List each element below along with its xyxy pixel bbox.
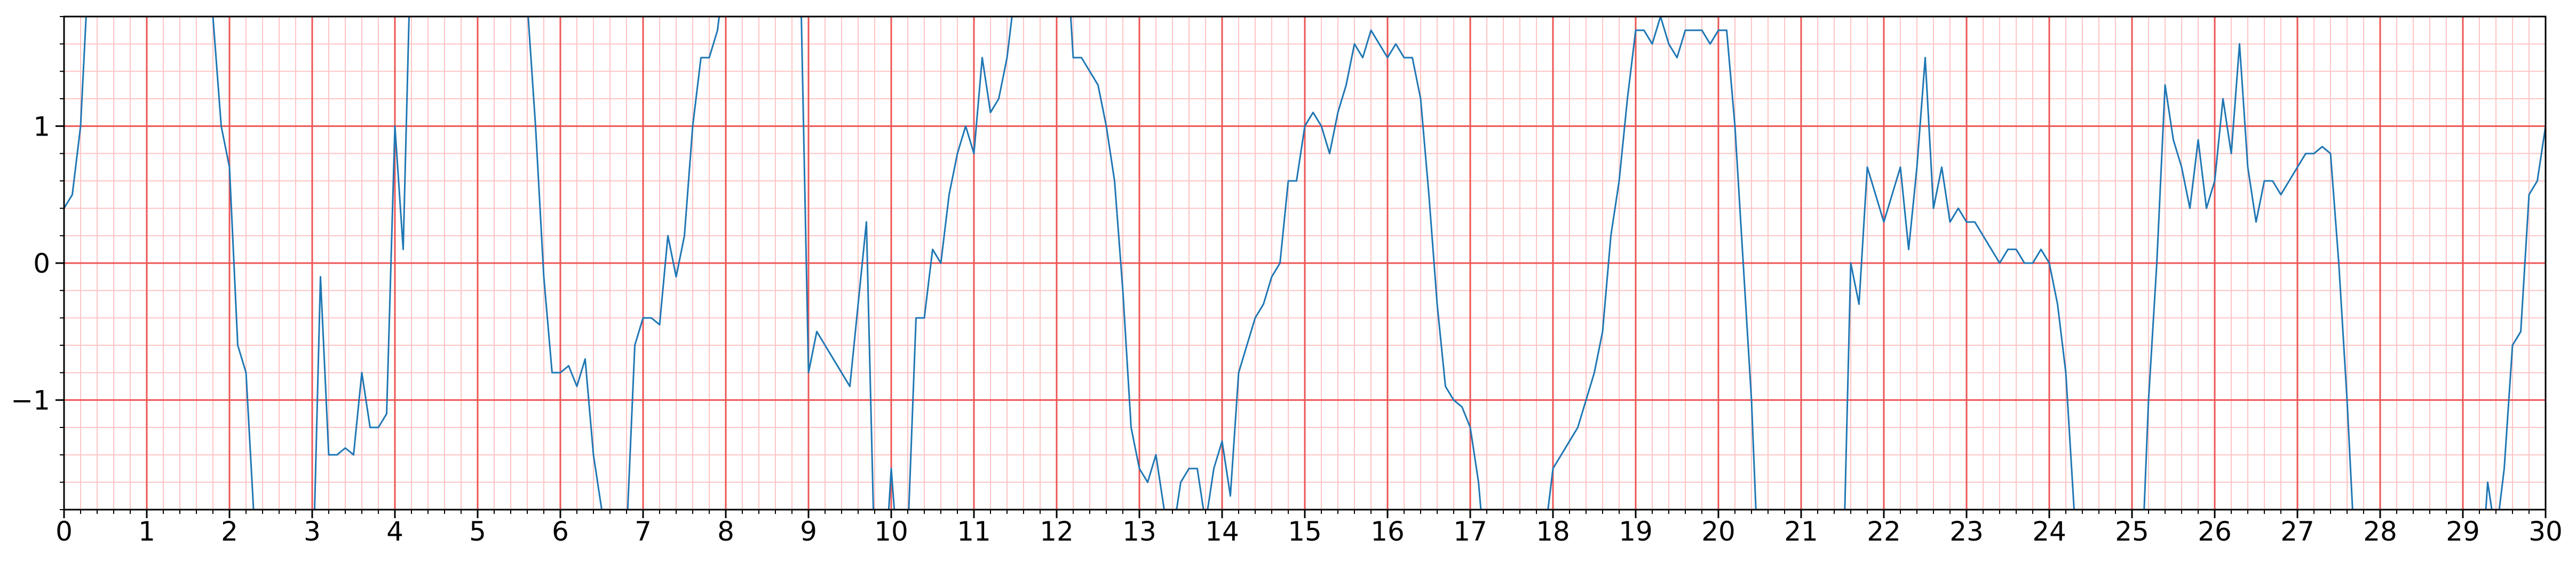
grid <box>63 16 2547 510</box>
x-tick-label: 23 <box>1949 516 1984 547</box>
x-tick-label: 4 <box>386 516 403 547</box>
x-tick-label: 3 <box>304 516 321 547</box>
x-tick-label: 17 <box>1453 516 1487 547</box>
x-tick-label: 19 <box>1619 516 1653 547</box>
x-tick-label: 21 <box>1784 516 1818 547</box>
x-tick-label: 29 <box>2446 516 2480 547</box>
x-tick-label: 15 <box>1288 516 1322 547</box>
x-tick-label: 5 <box>469 516 486 547</box>
x-tick-label: 8 <box>717 516 734 547</box>
x-tick-label: 24 <box>2032 516 2066 547</box>
x-tick-label: 27 <box>2280 516 2315 547</box>
y-tick-label: 1 <box>33 111 50 142</box>
x-tick-label: 25 <box>2115 516 2149 547</box>
x-tick-label: 2 <box>221 516 238 547</box>
x-tick-label: 10 <box>874 516 908 547</box>
x-tick-label: 20 <box>1701 516 1735 547</box>
data-line <box>64 17 2546 510</box>
x-tick-label: 9 <box>800 516 817 547</box>
x-tick-label: 7 <box>635 516 652 547</box>
plot-area <box>64 17 2546 510</box>
x-tick-label: 6 <box>552 516 569 547</box>
x-tick-label: 16 <box>1370 516 1405 547</box>
x-tick-label: 18 <box>1536 516 1570 547</box>
x-tick-label: 12 <box>1040 516 1074 547</box>
x-tick-label: 0 <box>56 516 73 547</box>
x-tick-label: 1 <box>138 516 155 547</box>
x-tick-label: 30 <box>2529 516 2563 547</box>
x-tick-label: 28 <box>2363 516 2397 547</box>
x-tick-label: 26 <box>2198 516 2232 547</box>
x-tick-label: 22 <box>1867 516 1901 547</box>
x-tick-label: 13 <box>1122 516 1156 547</box>
x-tick-label: 11 <box>957 516 991 547</box>
x-tick-label: 14 <box>1205 516 1239 547</box>
y-tick-label: −1 <box>11 385 50 416</box>
y-tick-label: 0 <box>33 248 50 279</box>
